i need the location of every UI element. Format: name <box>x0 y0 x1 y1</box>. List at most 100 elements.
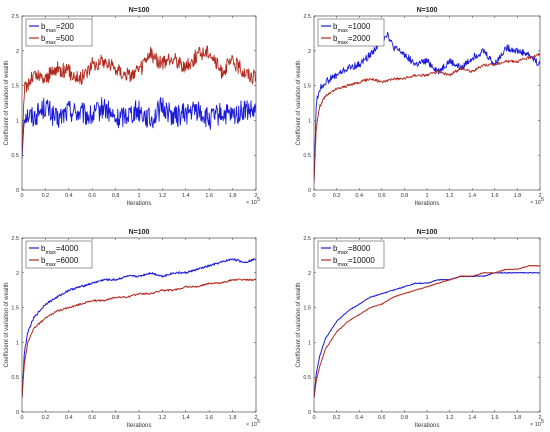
y-tick-label: 0.5 <box>11 153 19 159</box>
x-tick-label: 1 <box>137 193 140 199</box>
series-line-1 <box>314 31 540 184</box>
x-multiplier-exponent: 5 <box>541 419 544 425</box>
legend-box <box>317 18 385 47</box>
legend-label-1: bmax=8000 <box>333 244 371 256</box>
x-tick-label: 1.4 <box>182 415 190 421</box>
legend-box <box>25 240 93 269</box>
x-tick-label: 0.2 <box>333 193 341 199</box>
y-tick-label: 2 <box>308 49 311 55</box>
legend-label-main: b <box>333 244 338 253</box>
y-tick-label: 0 <box>16 410 19 416</box>
chart-title: N=100 <box>129 229 150 236</box>
legend-box <box>25 18 93 47</box>
x-tick-label: 1.6 <box>491 415 499 421</box>
legend-label-sub: max <box>337 28 348 34</box>
chart-panel-4: 0 0.2 0.4 0.6 0.8 1 1.2 1.4 1.6 1.8 2 0 0.5 1 1.5 2 2.5 N… <box>296 229 544 429</box>
x-tick-label: 1.2 <box>446 415 454 421</box>
x-multiplier-exponent: 5 <box>257 419 260 425</box>
x-tick-label: 1.4 <box>468 415 476 421</box>
legend-label-suffix: =1000 <box>348 22 371 31</box>
legend-label-1: bmax=4000 <box>41 244 79 256</box>
x-tick-label: 0.8 <box>112 193 120 199</box>
legend-label-sub: max <box>45 28 56 34</box>
legend-label-sub: max <box>337 40 348 46</box>
y-tick-label: 1.5 <box>303 306 311 312</box>
legend-label-suffix: =10000 <box>348 256 375 265</box>
legend-label-suffix: =500 <box>56 34 75 43</box>
legend-label-main: b <box>333 22 338 31</box>
x-tick-label: 0 <box>20 193 23 199</box>
x-multiplier-exponent: 5 <box>541 197 544 203</box>
x-axis-label: Iterations <box>415 201 440 207</box>
y-tick-label: 0.5 <box>11 375 19 381</box>
legend-label-main: b <box>41 256 46 265</box>
x-tick-label: 1.6 <box>205 415 213 421</box>
series-line-1 <box>22 258 256 399</box>
series-line-2 <box>22 278 256 399</box>
y-tick-label: 0.5 <box>303 375 311 381</box>
y-axis-label: Coefficient of variation of wealth <box>296 283 302 368</box>
x-tick-label: 0 <box>20 415 23 421</box>
legend-label-sub: max <box>45 250 56 256</box>
y-tick-label: 2.5 <box>11 236 19 242</box>
x-tick-label: 1.2 <box>159 415 167 421</box>
legend-label-2: bmax=6000 <box>41 256 79 268</box>
x-tick-label: 1.4 <box>182 193 190 199</box>
legend-label-main: b <box>41 244 46 253</box>
x-tick-label: 0.2 <box>42 193 50 199</box>
x-tick-label: 0.2 <box>42 415 50 421</box>
x-tick-label: 1 <box>425 415 428 421</box>
x-axis-label: Iterations <box>415 423 440 429</box>
x-tick-label: 1.2 <box>159 193 167 199</box>
x-tick-label: 0.8 <box>401 193 409 199</box>
y-tick-label: 1.5 <box>11 84 19 90</box>
y-tick-label: 2.5 <box>11 14 19 20</box>
x-tick-label: 0.4 <box>65 193 73 199</box>
y-tick-label: 2 <box>308 271 311 277</box>
y-tick-label: 2.5 <box>303 14 311 20</box>
legend-box <box>317 240 385 269</box>
legend-label-suffix: =2000 <box>348 34 371 43</box>
y-tick-label: 1 <box>308 340 311 346</box>
y-tick-label: 0 <box>308 188 311 194</box>
y-tick-label: 0.5 <box>303 153 311 159</box>
x-tick-label: 0.4 <box>355 193 363 199</box>
x-tick-label: 2 <box>254 415 257 421</box>
x-tick-label: 0.6 <box>88 193 96 199</box>
legend-label-suffix: =4000 <box>56 244 79 253</box>
legend-label-sub: max <box>45 40 56 46</box>
legend-label-2: bmax=10000 <box>333 256 375 268</box>
legend-label-main: b <box>333 34 338 43</box>
x-tick-label: 0.2 <box>333 415 341 421</box>
legend-label-suffix: =6000 <box>56 256 79 265</box>
x-tick-label: 2 <box>538 415 541 421</box>
legend-label-sub: max <box>45 262 56 268</box>
x-tick-label: 0 <box>312 415 315 421</box>
y-axis-label: Coefficient of variation of wealth <box>296 61 302 146</box>
y-tick-label: 1.5 <box>11 306 19 312</box>
legend-label-main: b <box>41 22 46 31</box>
x-tick-label: 2 <box>254 193 257 199</box>
y-tick-label: 2 <box>16 271 19 277</box>
y-tick-label: 1.5 <box>303 84 311 90</box>
y-tick-label: 0 <box>308 410 311 416</box>
x-tick-label: 2 <box>538 193 541 199</box>
y-axis-label: Coefficient of variation of wealth <box>4 283 10 368</box>
series-line-2 <box>314 264 540 399</box>
x-tick-label: 0.6 <box>88 415 96 421</box>
y-tick-label: 2 <box>16 49 19 55</box>
x-tick-label: 0.4 <box>65 415 73 421</box>
series-line-2 <box>314 53 540 184</box>
x-tick-label: 0.6 <box>378 193 386 199</box>
x-tick-label: 0.6 <box>378 415 386 421</box>
chart-title: N=100 <box>417 229 438 236</box>
x-tick-label: 0.8 <box>401 415 409 421</box>
legend-label-sub: max <box>337 262 348 268</box>
chart-panel-3: 0 0.2 0.4 0.6 0.8 1 1.2 1.4 1.6 1.8 2 0 0.5 1 1.5 2 2.5 N… <box>4 229 260 429</box>
legend-label-suffix: =8000 <box>348 244 371 253</box>
legend-label-main: b <box>41 34 46 43</box>
